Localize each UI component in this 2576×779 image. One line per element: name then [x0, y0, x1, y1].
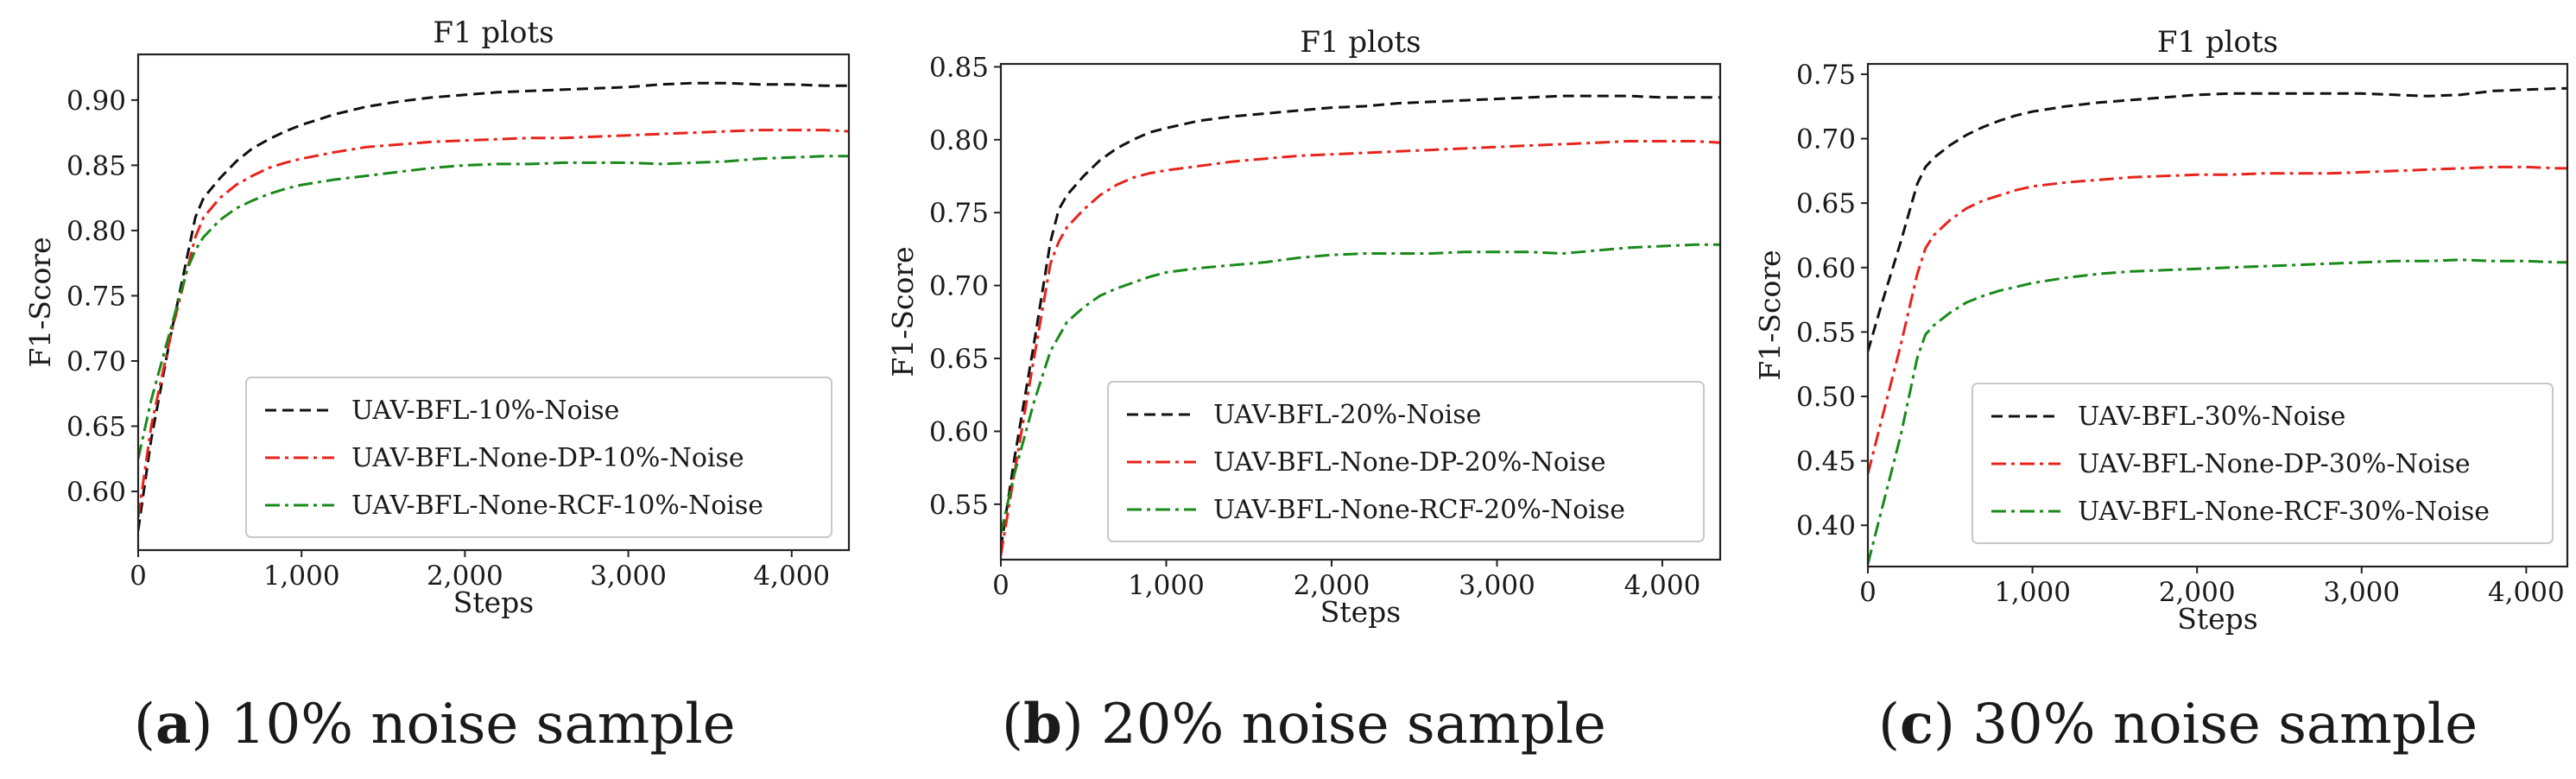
legend: UAV-BFL-10%-Noise UAV-BFL-None-DP-10%-Noi… [245, 377, 832, 538]
chart-title: F1 plots [2157, 25, 2278, 60]
series-line-3 [1868, 258, 2567, 565]
y-tick-label: 0.75 [66, 281, 126, 312]
series-line-1 [1868, 86, 2567, 352]
y-tick-label: 0.70 [929, 271, 989, 302]
y-tick-label: 0.55 [1796, 317, 1856, 348]
y-axis-label: F1-Score [886, 246, 920, 377]
x-tick-label: 2,000 [427, 560, 503, 592]
y-tick-label: 0.40 [1796, 510, 1856, 542]
y-tick-label: 0.85 [929, 52, 989, 83]
y-tick-label: 0.65 [1796, 188, 1856, 219]
legend-label: UAV-BFL-None-RCF-10%-Noise [351, 491, 763, 521]
chart-panel-1: F1 plots 0.60 0.65 0.70 0.75 0.80 0.85 0.90 0 1,0… [23, 16, 851, 619]
legend: UAV-BFL-20%-Noise UAV-BFL-None-DP-20%-Noi… [1107, 381, 1705, 542]
series-group [1868, 86, 2567, 565]
y-tick-label: 0.80 [66, 216, 126, 247]
y-tick-label: 0.75 [1796, 60, 1856, 91]
series-line-1 [1001, 94, 1720, 548]
x-tick-label: 1,000 [1994, 577, 2071, 608]
y-tick-label: 0.60 [66, 477, 126, 508]
y-tick-label: 0.80 [929, 125, 989, 156]
legend-box [1972, 383, 2554, 544]
x-tick-label: 4,000 [1624, 570, 1701, 601]
x-tick-label: 1,000 [1128, 570, 1205, 601]
y-tick-label: 0.90 [66, 86, 126, 117]
y-tick-label: 0.60 [1796, 253, 1856, 284]
chart-panel-2: F1 plots 0.55 0.60 0.65 0.70 0.75 0.80 0.85 0 1,0… [886, 25, 1722, 629]
legend: UAV-BFL-30%-Noise UAV-BFL-None-DP-30%-Noi… [1972, 383, 2554, 544]
y-axis-label: F1-Score [23, 237, 57, 367]
legend-label: UAV-BFL-None-DP-10%-Noise [351, 443, 744, 473]
y-tick-label: 0.65 [66, 412, 126, 443]
panel-caption: (b) 20% noise sample [1002, 692, 1606, 757]
x-tick-label: 4,000 [753, 560, 830, 592]
x-axis-label: Steps [1320, 595, 1401, 629]
legend-label: UAV-BFL-None-DP-30%-Noise [2078, 449, 2471, 479]
panel-caption: (c) 30% noise sample [1878, 692, 2478, 757]
series-line-3 [1001, 243, 1720, 534]
chart-title: F1 plots [1300, 25, 1421, 60]
series-line-2 [1868, 165, 2567, 474]
x-tick-label: 0 [1859, 577, 1877, 608]
legend-box [1107, 381, 1705, 542]
y-tick-label: 0.60 [929, 416, 989, 447]
x-tick-label: 1,000 [263, 560, 340, 592]
x-tick-label: 2,000 [2159, 577, 2236, 608]
panel-caption: (a) 10% noise sample [134, 692, 736, 757]
x-tick-label: 2,000 [1294, 570, 1370, 601]
y-tick-label: 0.65 [929, 344, 989, 375]
plot-frame [1866, 62, 2569, 568]
chart-panel-3: F1 plots 0.40 0.45 0.50 0.55 0.60 0.65 0.70 0.75… [1753, 25, 2569, 636]
y-tick-label: 0.70 [1796, 124, 1856, 155]
x-tick-label: 3,000 [2323, 577, 2400, 608]
x-tick-label: 3,000 [590, 560, 667, 592]
plot-frame [136, 53, 851, 552]
x-axis-label: Steps [453, 586, 534, 619]
y-tick-label: 0.75 [929, 198, 989, 229]
legend-label: UAV-BFL-20%-Noise [1213, 400, 1481, 430]
series-line-3 [138, 155, 849, 459]
y-tick-label: 0.45 [1796, 446, 1856, 478]
series-line-2 [1001, 140, 1720, 556]
legend-box [245, 377, 832, 538]
legend-label: UAV-BFL-None-RCF-20%-Noise [1213, 495, 1625, 525]
legend-label: UAV-BFL-None-DP-20%-Noise [1213, 447, 1606, 478]
y-tick-label: 0.50 [1796, 382, 1856, 413]
chart-title: F1 plots [433, 16, 554, 50]
x-tick-label: 4,000 [2488, 577, 2565, 608]
legend-label: UAV-BFL-None-RCF-30%-Noise [2078, 497, 2490, 527]
x-tick-label: 0 [992, 570, 1010, 601]
y-tick-label: 0.85 [66, 150, 126, 181]
y-axis-label: F1-Score [1753, 250, 1787, 380]
plot-frame [999, 62, 1722, 561]
series-line-2 [138, 129, 849, 518]
y-tick-label: 0.70 [66, 346, 126, 377]
series-group [138, 81, 849, 531]
legend-label: UAV-BFL-10%-Noise [351, 396, 619, 426]
series-group [1001, 94, 1720, 556]
y-tick-label: 0.55 [929, 490, 989, 521]
x-axis-label: Steps [2177, 602, 2257, 636]
x-tick-label: 0 [130, 560, 147, 592]
series-line-1 [138, 81, 849, 531]
x-tick-label: 3,000 [1459, 570, 1535, 601]
legend-label: UAV-BFL-30%-Noise [2078, 402, 2345, 432]
